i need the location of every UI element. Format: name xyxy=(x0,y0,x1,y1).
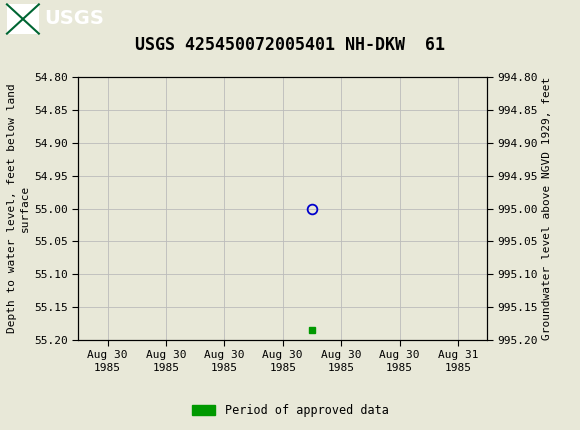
Legend: Period of approved data: Period of approved data xyxy=(187,399,393,422)
Y-axis label: Depth to water level, feet below land
surface: Depth to water level, feet below land su… xyxy=(7,84,30,333)
Y-axis label: Groundwater level above NGVD 1929, feet: Groundwater level above NGVD 1929, feet xyxy=(542,77,552,340)
FancyBboxPatch shape xyxy=(7,4,39,34)
Text: USGS: USGS xyxy=(45,9,104,28)
Text: USGS 425450072005401 NH-DKW  61: USGS 425450072005401 NH-DKW 61 xyxy=(135,36,445,54)
